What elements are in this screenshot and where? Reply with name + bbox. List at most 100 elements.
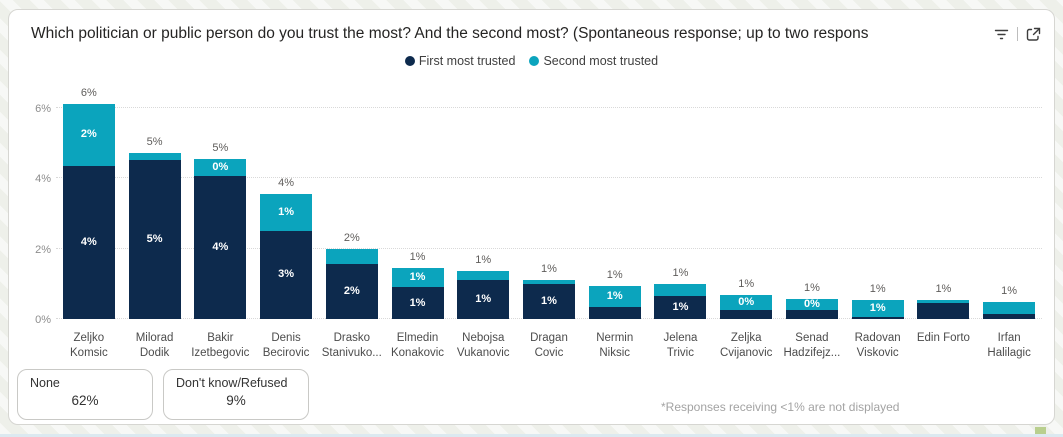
bar-segment-first-most-trusted[interactable]: 4%	[194, 176, 247, 319]
bar-segment-second-most-trusted[interactable]	[325, 248, 378, 265]
focus-mode-icon[interactable]	[1025, 26, 1042, 43]
bar-value-label: 1%	[672, 301, 689, 314]
bar-segment-second-most-trusted[interactable]	[128, 153, 181, 161]
bar-segment-second-most-trusted[interactable]	[983, 302, 1036, 314]
x-axis-tick-label: Senad Hadzifejz...	[783, 332, 841, 359]
bar-group[interactable]: 1% 1%	[845, 90, 911, 319]
bar-segment-first-most-trusted[interactable]: 1%	[457, 280, 510, 319]
y-axis-tick-label: 4%	[35, 173, 51, 186]
bar-group[interactable]: 1%	[911, 90, 977, 319]
legend-item-second-most-trusted[interactable]: Second most trusted	[529, 54, 658, 68]
bar-stack: 1% 3%	[260, 193, 313, 319]
x-axis-tick-label: Milorad Dodik	[135, 332, 174, 359]
bar-group[interactable]: 1% 1%	[648, 90, 714, 319]
y-axis: 0% 2% 4% 6%	[17, 90, 51, 326]
bar-group[interactable]: 6% 2% 4%	[56, 87, 122, 319]
bar-group[interactable]: 1% 1%	[582, 90, 648, 319]
bar-segment-first-most-trusted[interactable]	[983, 313, 1036, 319]
bar-value-label: 0%	[212, 161, 229, 174]
bar-total-label: 1%	[606, 268, 623, 281]
bar-value-label: 4%	[80, 235, 97, 248]
chart-title: Which politician or public person do you…	[31, 25, 869, 42]
x-axis-tick-label: Nebojsa Vukanovic	[456, 332, 510, 359]
bar-value-label: 1%	[475, 293, 492, 306]
bar-segment-second-most-trusted[interactable]: 1%	[851, 299, 904, 318]
bar-value-label: 1%	[869, 301, 886, 314]
bar-group[interactable]: 1% 0%	[779, 90, 845, 319]
bar-total-label: 1%	[672, 266, 689, 279]
bar-value-label: 2%	[80, 128, 97, 141]
legend-label-first: First most trusted	[418, 54, 516, 68]
bar-stack: 0%	[785, 298, 838, 319]
stat-box-value: 9%	[226, 393, 246, 408]
footnote: *Responses receiving <1% are not display…	[661, 400, 900, 414]
bar-segment-second-most-trusted[interactable]	[654, 283, 707, 297]
bar-segment-second-most-trusted[interactable]: 1%	[391, 267, 444, 288]
y-axis-tick-label: 2%	[35, 243, 51, 256]
bar-segment-first-most-trusted[interactable]	[851, 317, 904, 319]
background-accent	[1035, 427, 1046, 435]
bar-total-label: 5%	[146, 136, 163, 149]
bar-stack: 1%	[851, 299, 904, 319]
stat-box-value: 62%	[71, 393, 99, 408]
bar-segment-second-most-trusted[interactable]: 0%	[785, 298, 838, 311]
stat-box-dont-know-refused[interactable]: Don't know/Refused 9%	[163, 369, 309, 420]
bar-group[interactable]: 1% 1%	[516, 90, 582, 319]
bar-segment-first-most-trusted[interactable]	[720, 309, 773, 319]
bar-segment-second-most-trusted[interactable]: 0%	[194, 158, 247, 177]
bar-segment-first-most-trusted[interactable]: 3%	[260, 230, 313, 319]
bar-segment-first-most-trusted[interactable]	[785, 310, 838, 319]
bar-segment-first-most-trusted[interactable]	[588, 307, 641, 319]
bar-total-label: 6%	[80, 87, 97, 100]
visual-header-icons	[989, 26, 1042, 43]
stat-box-label: None	[30, 376, 60, 390]
x-axis-tick-label: Radovan Viskovic	[854, 332, 901, 359]
bar-group[interactable]: 1% 1% 1%	[385, 90, 451, 319]
legend-item-first-most-trusted[interactable]: First most trusted	[404, 54, 516, 68]
bar-stack: 1% 1%	[391, 267, 444, 319]
bar-group[interactable]: 5% 5%	[122, 90, 188, 319]
gridline	[56, 247, 1042, 249]
bar-value-label: 1%	[541, 294, 557, 307]
bar-segment-second-most-trusted[interactable]	[917, 299, 970, 304]
legend-dot-first	[404, 56, 415, 66]
x-axis-tick-label: Bakir Izetbegovic	[191, 332, 250, 359]
bar-segment-second-most-trusted[interactable]	[522, 280, 575, 284]
bar-segment-second-most-trusted[interactable]: 2%	[62, 104, 115, 166]
bar-segment-second-most-trusted[interactable]	[457, 271, 510, 281]
bar-total-label: 1%	[803, 281, 820, 294]
bar-segment-first-most-trusted[interactable]: 4%	[62, 165, 115, 319]
stat-box-none[interactable]: None 62%	[17, 369, 153, 420]
bar-value-label: 2%	[343, 285, 360, 298]
chart-card: Which politician or public person do you…	[8, 9, 1055, 425]
filter-icon[interactable]	[993, 26, 1010, 43]
bar-group[interactable]: 1%	[976, 90, 1042, 319]
bar-segment-first-most-trusted[interactable]	[917, 303, 970, 319]
bar-group[interactable]: 1% 1%	[450, 90, 516, 319]
plot-area: 6% 2% 4% 5% 5% 5% 0% 4% 4% 1% 3% 2% 2% 1% 1% 1% 1% 1% 1% 1%…	[56, 87, 1042, 319]
bar-group[interactable]: 2% 2%	[319, 90, 385, 319]
bar-total-label: 2%	[343, 231, 360, 244]
x-axis-tick-label: Elmedin Konakovic	[390, 332, 445, 359]
bar-group[interactable]: 1% 0%	[713, 90, 779, 319]
bar-segment-first-most-trusted[interactable]: 2%	[325, 264, 378, 319]
bar-group[interactable]: 4% 1% 3%	[253, 90, 319, 319]
bar-segment-second-most-trusted[interactable]: 0%	[720, 295, 773, 310]
x-axis-tick-label: Irfan Halilagic	[987, 332, 1031, 359]
bar-segment-first-most-trusted[interactable]: 5%	[128, 160, 181, 319]
background-strip	[0, 434, 1063, 437]
x-axis-tick-label: Zeljko Komsic	[70, 332, 108, 359]
bar-segment-first-most-trusted[interactable]: 1%	[654, 296, 707, 319]
bar-segment-second-most-trusted[interactable]: 1%	[260, 193, 313, 231]
legend: First most trusted Second most trusted	[9, 54, 1054, 68]
bar-value-label: 3%	[278, 268, 294, 281]
gridline	[56, 106, 1042, 108]
bar-segment-first-most-trusted[interactable]: 1%	[391, 287, 444, 319]
x-axis-tick-label: Nermin Niksic	[596, 332, 634, 359]
bar-group[interactable]: 5% 0% 4%	[187, 90, 253, 319]
bar-segment-first-most-trusted[interactable]: 1%	[522, 283, 575, 319]
bar-segment-second-most-trusted[interactable]: 1%	[588, 285, 641, 308]
bar-total-label: 1%	[869, 282, 886, 295]
bar-stack	[917, 299, 970, 319]
y-axis-tick-label: 6%	[35, 102, 51, 115]
